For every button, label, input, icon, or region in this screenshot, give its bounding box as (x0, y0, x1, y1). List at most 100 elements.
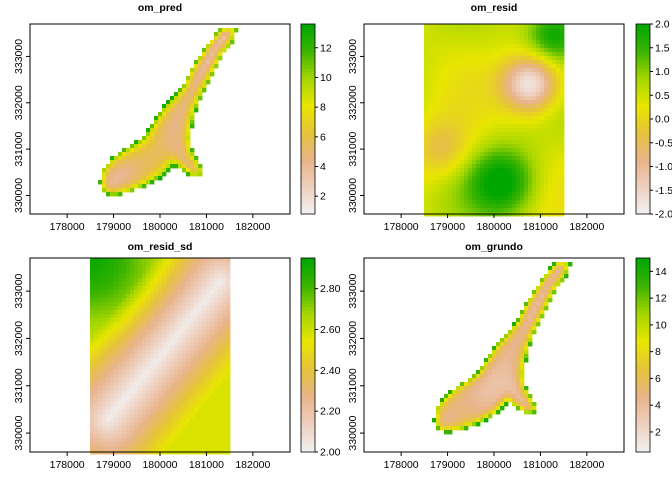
raster-cell (146, 362, 151, 367)
raster-cell (202, 430, 207, 435)
legend-swatch (301, 77, 315, 82)
raster-cell (464, 72, 469, 77)
raster-cell (432, 24, 437, 29)
raster-cell (436, 418, 441, 423)
raster-cell (472, 112, 477, 117)
raster-cell (174, 286, 179, 291)
raster-cell (444, 68, 449, 73)
raster-cell (500, 342, 505, 347)
raster-cell (560, 188, 565, 193)
raster-cell (134, 270, 139, 275)
raster-cell (456, 144, 461, 149)
raster-cell (496, 378, 501, 383)
raster-cell (166, 394, 171, 399)
raster-cell (548, 144, 553, 149)
raster-cell (202, 394, 207, 399)
raster-cell (182, 160, 187, 165)
raster-cell (226, 326, 231, 331)
raster-cell (118, 152, 123, 157)
raster-cell (130, 168, 135, 173)
raster-cell (440, 196, 445, 201)
raster-cell (532, 294, 537, 299)
raster-cell (222, 354, 227, 359)
raster-cell (186, 398, 191, 403)
raster-cell (150, 402, 155, 407)
raster-cell (440, 28, 445, 33)
raster-cell (504, 136, 509, 141)
raster-cell (516, 112, 521, 117)
raster-cell (456, 204, 461, 209)
raster-cell (178, 414, 183, 419)
raster-cell (194, 378, 199, 383)
raster-cell (476, 28, 481, 33)
raster-cell (476, 88, 481, 93)
raster-cell (154, 350, 159, 355)
legend-tick-label: -2.0 (655, 209, 672, 221)
legend-swatch (636, 348, 650, 353)
raster-cell (134, 172, 139, 177)
raster-cell (424, 208, 429, 213)
raster-cell (496, 128, 501, 133)
raster-cell (190, 116, 195, 121)
raster-cell (178, 334, 183, 339)
raster-cell (98, 442, 103, 447)
raster-cell (432, 148, 437, 153)
legend-swatch (636, 198, 650, 202)
raster-cell (218, 36, 223, 41)
raster-cell (532, 184, 537, 189)
raster-cell (170, 286, 175, 291)
legend-swatch (636, 403, 650, 408)
raster-cell (464, 36, 469, 41)
raster-cell (432, 96, 437, 101)
raster-cell (210, 64, 215, 69)
raster-cell (512, 36, 517, 41)
legend-swatch (301, 264, 315, 269)
raster-cell (146, 156, 151, 161)
raster-cell (436, 36, 441, 41)
raster-cell (560, 36, 565, 41)
raster-cell (170, 362, 175, 367)
raster-cell (102, 386, 107, 391)
raster-cell (476, 422, 481, 427)
raster-cell (90, 366, 95, 371)
raster-cell (186, 314, 191, 319)
legend-swatch (301, 46, 315, 50)
raster-cell (174, 112, 179, 117)
raster-cell (102, 334, 107, 339)
raster-cell (524, 390, 529, 395)
raster-cell (186, 156, 191, 161)
raster-cell (114, 274, 119, 279)
raster-cell (194, 76, 199, 81)
raster-cell (560, 262, 565, 267)
raster-cell (560, 148, 565, 153)
raster-cell (182, 382, 187, 387)
raster-cell (496, 176, 501, 181)
raster-cell (560, 136, 565, 141)
raster-cell (130, 394, 135, 399)
raster-cell (138, 168, 143, 173)
raster-cell (162, 326, 167, 331)
legend-swatch (301, 267, 315, 272)
raster-cell (432, 140, 437, 145)
legend-swatch (301, 351, 315, 356)
raster-cell (186, 338, 191, 343)
raster-cell (552, 274, 557, 279)
raster-cell (198, 410, 203, 415)
raster-cell (126, 282, 131, 287)
raster-cell (130, 330, 135, 335)
raster-cell (102, 282, 107, 287)
raster-cell (150, 342, 155, 347)
raster-cell (110, 160, 115, 165)
raster-cell (472, 140, 477, 145)
raster-cell (440, 402, 445, 407)
raster-cell (536, 104, 541, 109)
raster-cell (464, 140, 469, 145)
raster-cell (516, 124, 521, 129)
raster-cell (452, 68, 457, 73)
raster-cell (110, 262, 115, 267)
raster-cell (186, 76, 191, 81)
raster-cell (536, 298, 541, 303)
raster-cell (444, 96, 449, 101)
raster-cell (508, 92, 513, 97)
raster-cell (536, 80, 541, 85)
